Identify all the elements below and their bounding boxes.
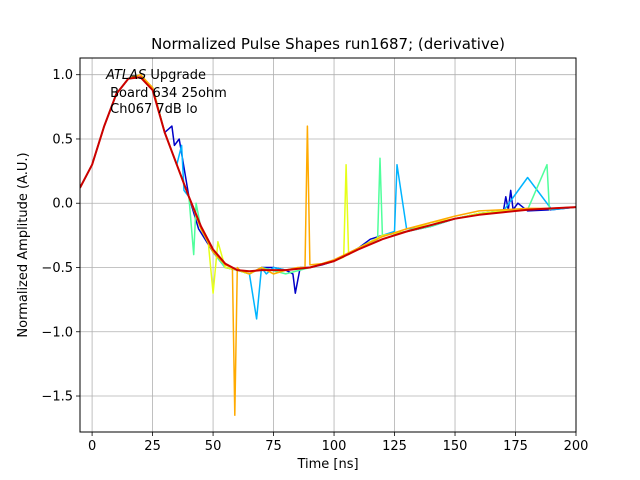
annotation-upgrade-word: Upgrade: [146, 68, 206, 83]
annotation-line-3: Ch067 7dB lo: [106, 102, 198, 117]
x-tick-label: 175: [503, 439, 528, 454]
series-line-6: [80, 76, 576, 273]
annotation-line-2: Board 634 25ohm: [106, 86, 227, 101]
x-tick-label: 100: [322, 439, 347, 454]
y-tick-label: −1.5: [41, 390, 73, 405]
x-tick-label: 200: [564, 439, 589, 454]
y-tick-label: −1.0: [41, 325, 73, 340]
x-tick-label: 50: [205, 439, 222, 454]
x-tick-label: 25: [144, 439, 161, 454]
plot-frame: [79, 57, 577, 433]
grid-lines: [80, 58, 577, 432]
annotation-line-1: ATLAS Upgrade: [105, 68, 206, 83]
y-tick-label: −0.5: [41, 261, 73, 276]
atlas-annotation: ATLAS Upgrade Board 634 25ohm Ch067 7dB …: [105, 68, 227, 117]
x-axis-ticks: 0 25 50 75 100 125 150 175 200: [88, 432, 588, 454]
annotation-atlas-word: ATLAS: [105, 68, 146, 83]
y-tick-label: 1.0: [52, 68, 73, 83]
y-tick-label: 0.5: [52, 132, 73, 147]
y-tick-label: 0.0: [52, 197, 73, 212]
y-axis-label: Normalized Amplitude (A.U.): [16, 152, 31, 337]
x-tick-label: 125: [382, 439, 407, 454]
x-axis-label: Time [ns]: [296, 457, 358, 472]
x-tick-label: 0: [88, 439, 96, 454]
plot-area: [80, 73, 576, 417]
x-tick-label: 75: [265, 439, 282, 454]
chart-title: Normalized Pulse Shapes run1687; (deriva…: [151, 35, 505, 53]
series-line-5: [80, 73, 576, 417]
series-lines: [80, 73, 576, 417]
y-axis-ticks: −1.5 −1.0 −0.5 0.0 0.5 1.0: [41, 68, 80, 405]
x-tick-label: 150: [443, 439, 468, 454]
